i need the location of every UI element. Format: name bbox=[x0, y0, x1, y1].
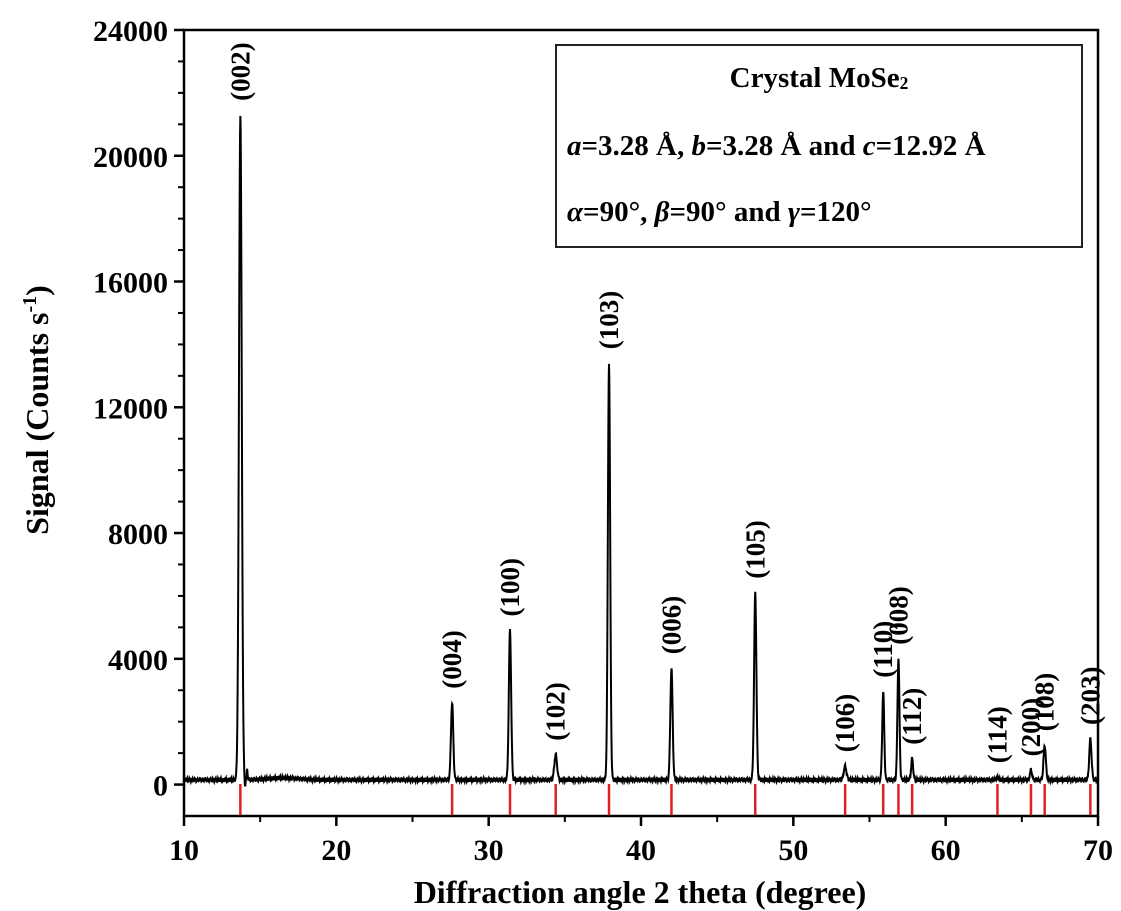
y-axis-title-main: Signal (Counts s bbox=[19, 313, 55, 535]
lattice-angles: α=90°, β=90° and γ=120° bbox=[567, 196, 872, 228]
peak-labels: (002) (004) (100) (102) (103) (006) (105) (106)… bbox=[225, 42, 1105, 763]
y-axis-title: Signal (Counts s-1) bbox=[19, 285, 55, 535]
peak-label: (006) bbox=[657, 596, 687, 654]
x-tick-label: 10 bbox=[169, 834, 199, 867]
y-tick-label: 4000 bbox=[108, 644, 168, 677]
peak-label: (002) bbox=[225, 42, 255, 100]
lattice-parameters: a=3.28 Å, b=3.28 Å and c=12.92 Å bbox=[567, 130, 986, 162]
x-tick-label: 50 bbox=[778, 834, 808, 867]
y-tick-label: 16000 bbox=[93, 267, 168, 300]
x-tick-label: 20 bbox=[321, 834, 351, 867]
peak-label: (106) bbox=[830, 694, 860, 752]
crystal-info-box: Crystal MoSe2 a=3.28 Å, b=3.28 Å and c=1… bbox=[555, 44, 1083, 248]
x-tick-label: 70 bbox=[1083, 834, 1113, 867]
crystal-title: Crystal MoSe2 bbox=[729, 62, 909, 94]
x-tick-label: 60 bbox=[931, 834, 961, 867]
y-tick-label: 8000 bbox=[108, 518, 168, 551]
peak-label: (108) bbox=[1030, 673, 1060, 731]
signal-line bbox=[183, 115, 1099, 787]
peak-label: (103) bbox=[594, 291, 624, 349]
axis-ticks: 10 20 30 40 50 60 70 0 4000 8000 12000 16000 20000 24… bbox=[93, 15, 1113, 867]
peak-label: (200) bbox=[1016, 698, 1046, 756]
peak-label: (008) bbox=[883, 586, 913, 644]
peak-label: (100) bbox=[495, 558, 525, 616]
reference-lines bbox=[239, 784, 1092, 815]
peak-label: (110) bbox=[868, 621, 898, 678]
x-tick-label: 40 bbox=[626, 834, 656, 867]
y-tick-label: 0 bbox=[153, 770, 168, 803]
peak-label: (004) bbox=[437, 630, 467, 688]
y-tick-label: 24000 bbox=[93, 15, 168, 48]
y-tick-label: 20000 bbox=[93, 141, 168, 174]
peak-label: (102) bbox=[541, 682, 571, 740]
peak-label: (105) bbox=[740, 520, 770, 578]
x-axis-title: Diffraction angle 2 theta (degree) bbox=[414, 874, 867, 910]
y-axis-title-close: ) bbox=[19, 285, 55, 296]
peak-label: (112) bbox=[897, 688, 927, 745]
y-axis-title-sup: -1 bbox=[19, 296, 41, 313]
peak-label: (114) bbox=[983, 706, 1013, 763]
x-tick-label: 30 bbox=[474, 834, 504, 867]
y-tick-label: 12000 bbox=[93, 392, 168, 425]
peak-label: (203) bbox=[1075, 667, 1105, 725]
